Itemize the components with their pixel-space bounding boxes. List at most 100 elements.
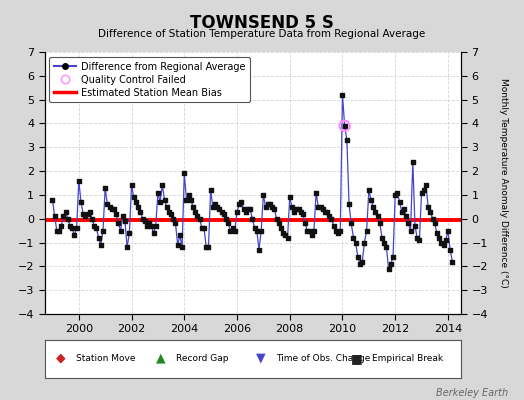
Text: ◆: ◆ <box>57 352 66 365</box>
Point <box>268 204 276 210</box>
Point <box>391 192 399 198</box>
Point <box>347 220 355 227</box>
Point <box>48 196 57 203</box>
Point <box>345 201 353 208</box>
Point <box>171 220 180 227</box>
Point <box>151 223 160 229</box>
Point <box>187 196 195 203</box>
Point <box>279 230 287 236</box>
Point <box>363 228 371 234</box>
Point <box>81 213 90 220</box>
Point <box>398 208 406 215</box>
Point <box>176 232 184 238</box>
Point <box>114 220 123 227</box>
Point <box>55 228 63 234</box>
Point <box>169 216 178 222</box>
Point <box>149 230 158 236</box>
Point <box>259 192 268 198</box>
Point <box>184 192 193 198</box>
Point <box>74 178 83 184</box>
Point <box>158 182 167 188</box>
Point <box>178 244 187 250</box>
Y-axis label: Monthly Temperature Anomaly Difference (°C): Monthly Temperature Anomaly Difference (… <box>499 78 508 288</box>
Point <box>393 189 401 196</box>
Point <box>288 204 296 210</box>
Point <box>253 228 261 234</box>
Point <box>129 194 138 200</box>
Point <box>116 228 125 234</box>
Point <box>68 225 77 232</box>
Point <box>92 225 101 232</box>
Point <box>255 246 263 253</box>
Point <box>165 208 173 215</box>
Point <box>70 232 79 238</box>
Point <box>50 213 59 220</box>
Point <box>400 206 408 212</box>
Point <box>433 230 441 236</box>
Point <box>264 201 272 208</box>
Text: ▲: ▲ <box>156 352 166 365</box>
Point <box>323 208 331 215</box>
Point <box>407 228 415 234</box>
Point <box>261 204 270 210</box>
Point <box>266 201 274 208</box>
Point <box>336 228 344 234</box>
Point <box>173 242 182 248</box>
Point <box>365 187 373 193</box>
Point <box>220 211 228 217</box>
Point <box>105 204 114 210</box>
Point <box>77 199 85 205</box>
Text: Difference of Station Temperature Data from Regional Average: Difference of Station Temperature Data f… <box>99 29 425 39</box>
Text: ▼: ▼ <box>256 352 266 365</box>
Point <box>147 223 156 229</box>
Point <box>385 266 393 272</box>
Point <box>103 201 112 208</box>
Point <box>409 158 417 165</box>
Point <box>413 234 421 241</box>
Point <box>308 232 316 238</box>
Point <box>160 196 169 203</box>
Point <box>202 244 211 250</box>
Point <box>325 213 333 220</box>
Point <box>297 208 305 215</box>
Point <box>59 213 68 220</box>
Point <box>96 242 105 248</box>
Point <box>217 208 226 215</box>
Point <box>90 223 99 229</box>
Point <box>127 182 136 188</box>
Point <box>180 170 189 177</box>
Point <box>61 208 70 215</box>
Text: Time of Obs. Change: Time of Obs. Change <box>276 354 370 363</box>
Point <box>222 216 230 222</box>
Text: Empirical Break: Empirical Break <box>372 354 443 363</box>
Point <box>242 208 250 215</box>
Point <box>79 211 88 217</box>
Point <box>446 246 454 253</box>
Point <box>272 216 281 222</box>
Point <box>134 204 143 210</box>
Point <box>224 220 233 227</box>
Point <box>334 230 342 236</box>
Text: Record Gap: Record Gap <box>176 354 228 363</box>
Point <box>228 225 237 232</box>
Point <box>305 228 314 234</box>
Point <box>292 206 301 212</box>
Point <box>283 234 292 241</box>
Point <box>424 204 432 210</box>
Point <box>101 184 110 191</box>
Point <box>378 234 386 241</box>
Point <box>299 211 307 217</box>
Text: Station Move: Station Move <box>76 354 135 363</box>
Point <box>350 234 358 241</box>
Point <box>275 220 283 227</box>
Point <box>352 239 360 246</box>
Point <box>88 216 96 222</box>
Point <box>136 208 145 215</box>
Point <box>244 206 252 212</box>
Point <box>121 218 129 224</box>
Point <box>294 206 303 212</box>
Point <box>123 244 132 250</box>
Point <box>140 218 149 224</box>
Point <box>167 211 176 217</box>
Point <box>270 206 279 212</box>
